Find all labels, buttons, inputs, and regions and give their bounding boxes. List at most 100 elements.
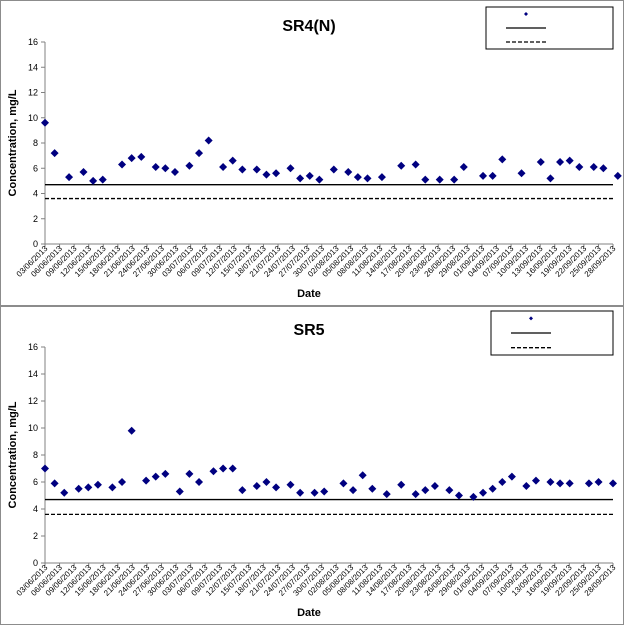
data-point [60, 488, 69, 497]
chart-sr4n: SR4(N)024681012141603/06/201306/06/20130… [7, 6, 622, 300]
data-point [118, 478, 127, 486]
data-point [195, 149, 204, 158]
y-tick-label: 8 [33, 450, 38, 460]
data-point [594, 478, 603, 486]
y-tick-label: 6 [33, 477, 38, 487]
data-point [161, 469, 170, 478]
chart-panel-sr4n: SR4(N) 0 2 4 6 8 10 12 14 16 03/06/2013 06/06/2013 0… [0, 0, 624, 306]
data-point [498, 155, 507, 164]
data-point [609, 479, 617, 488]
legend-marker [524, 12, 528, 16]
data-point [599, 164, 608, 173]
data-point [397, 480, 406, 489]
data-point [565, 156, 574, 165]
data-point [151, 472, 160, 481]
data-point [175, 487, 184, 496]
legend-marker [529, 316, 533, 321]
data-point [556, 157, 565, 166]
data-point [272, 169, 281, 178]
chart-title: SR4(N) [282, 18, 335, 35]
y-tick-label: 0 [33, 558, 38, 568]
y-tick-label: 4 [33, 504, 38, 514]
data-point [219, 464, 228, 473]
y-tick-label: 2 [33, 531, 38, 541]
data-point [411, 490, 420, 499]
data-point [286, 164, 295, 173]
legend-box [490, 310, 614, 356]
y-tick-label: 16 [28, 342, 38, 352]
data-point [185, 161, 194, 170]
data-point [252, 165, 261, 174]
data-point [305, 171, 314, 180]
data-point [479, 171, 488, 180]
data-point [151, 162, 160, 171]
data-point [488, 171, 497, 180]
y-tick-label: 14 [28, 62, 38, 72]
y-tick-label: 8 [33, 138, 38, 148]
data-point [613, 171, 622, 180]
data-point [41, 118, 49, 127]
x-axis-label: Date [297, 607, 321, 619]
data-point [262, 170, 271, 179]
y-tick-label: 10 [28, 423, 38, 433]
data-point [170, 168, 179, 177]
chart-title: SR5 [293, 322, 324, 339]
data-point [204, 136, 213, 145]
data-point [454, 491, 463, 500]
y-tick-label: 16 [28, 37, 38, 47]
data-point [137, 152, 146, 161]
y-tick-label: 6 [33, 163, 38, 173]
y-axis-label: Concentration, mg/L [7, 89, 19, 196]
data-point [228, 156, 237, 165]
data-point [565, 479, 574, 488]
data-point [161, 164, 170, 173]
data-point [589, 162, 598, 171]
data-point [507, 472, 516, 481]
data-point [320, 487, 329, 496]
data-point [98, 175, 107, 184]
data-point [209, 467, 218, 476]
chart-panel-sr5: SR5 0 2 4 6 8 10 12 14 16 03/06/2013 06/06/2013 09/0… [0, 306, 624, 625]
data-point [469, 492, 478, 501]
data-point [382, 490, 391, 499]
data-point [315, 175, 324, 184]
y-tick-label: 0 [33, 239, 38, 249]
data-point [430, 482, 439, 491]
data-point [411, 160, 420, 169]
data-point [127, 426, 136, 435]
data-point [272, 483, 281, 492]
data-point [296, 488, 305, 497]
data-point [286, 480, 295, 489]
data-point [344, 168, 353, 177]
data-point [79, 168, 88, 177]
data-point [310, 488, 319, 497]
data-point [339, 479, 348, 488]
data-point [262, 478, 271, 486]
data-point [522, 482, 531, 491]
data-point [329, 165, 338, 174]
chart-sr5: SR5024681012141603/06/201306/06/201309/0… [7, 310, 618, 619]
data-point [108, 483, 117, 492]
data-point [363, 174, 372, 183]
data-point [397, 161, 406, 170]
data-point [219, 162, 228, 171]
data-point [546, 478, 555, 486]
y-tick-label: 12 [28, 396, 38, 406]
data-point [531, 476, 540, 485]
data-point [421, 175, 430, 184]
data-point [459, 162, 468, 171]
y-tick-label: 12 [28, 88, 38, 98]
data-point [575, 162, 584, 171]
data-point [50, 479, 59, 488]
legend-box [485, 6, 614, 50]
data-point [89, 176, 98, 185]
data-point [142, 476, 151, 485]
data-point [238, 165, 247, 174]
data-point [349, 486, 358, 495]
y-tick-label: 4 [33, 189, 38, 199]
y-tick-label: 14 [28, 369, 38, 379]
data-point [228, 464, 237, 473]
data-point [195, 478, 204, 486]
data-point [450, 175, 459, 184]
data-point [65, 173, 74, 182]
